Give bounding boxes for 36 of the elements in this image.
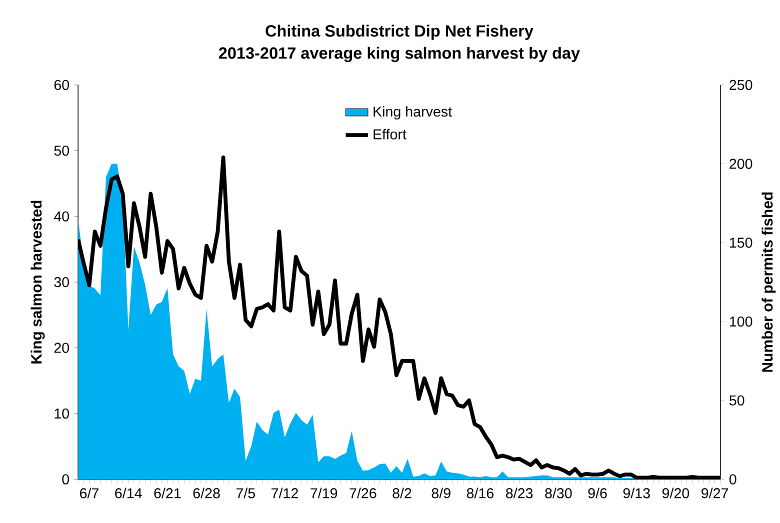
y-tick-label: 60	[54, 80, 70, 90]
x-tick-label: 9/6	[588, 488, 607, 498]
x-tick-label: 8/23	[506, 488, 533, 498]
x-tick-label: 9/20	[662, 488, 690, 498]
y2-tick-label: 0	[729, 474, 736, 484]
y-tick-label: 20	[54, 342, 70, 353]
y2-tick-label: 100	[730, 316, 752, 327]
chart-subtitle: 2013-2017 average king salmon harvest by day	[218, 46, 580, 62]
x-tick-label: 7/19	[310, 488, 338, 498]
y2-tick-label: 50	[729, 395, 744, 406]
x-tick-label: 8/30	[545, 488, 572, 498]
x-tick-label: 7/5	[236, 488, 255, 498]
x-tick-label: 9/13	[623, 488, 650, 498]
x-tick-label: 9/27	[702, 488, 728, 498]
x-tick-label: 7/12	[272, 488, 298, 498]
y-tick-label: 0	[62, 474, 70, 484]
x-tick-label: 8/16	[466, 488, 494, 498]
y-tick-label: 30	[54, 276, 70, 288]
x-tick-label: 6/21	[154, 488, 181, 498]
x-tick-label: 6/7	[80, 488, 98, 498]
y2-tick-label: 200	[730, 158, 752, 169]
x-tick-label: 8/9	[432, 488, 450, 498]
x-tick-label: 7/26	[350, 488, 376, 498]
x-tick-label: 6/28	[193, 488, 220, 498]
y2-tick-label: 150	[730, 238, 752, 248]
y-axis-title: King salmon harvested	[30, 200, 45, 364]
y2-axis-title: Number of permits fished	[762, 192, 776, 372]
y-tick-label: 40	[54, 211, 70, 222]
chart-title: Chitina Subdistrict Dip Net Fishery	[266, 24, 534, 40]
y-tick-label: 10	[54, 408, 70, 419]
y-tick-label: 50	[54, 146, 70, 156]
x-tick-label: 8/2	[392, 488, 412, 498]
y2-tick-label: 250	[730, 80, 752, 90]
legend-label: Effort	[374, 128, 406, 140]
legend-label: King harvest	[374, 106, 452, 120]
x-tick-label: 6/14	[115, 488, 142, 498]
